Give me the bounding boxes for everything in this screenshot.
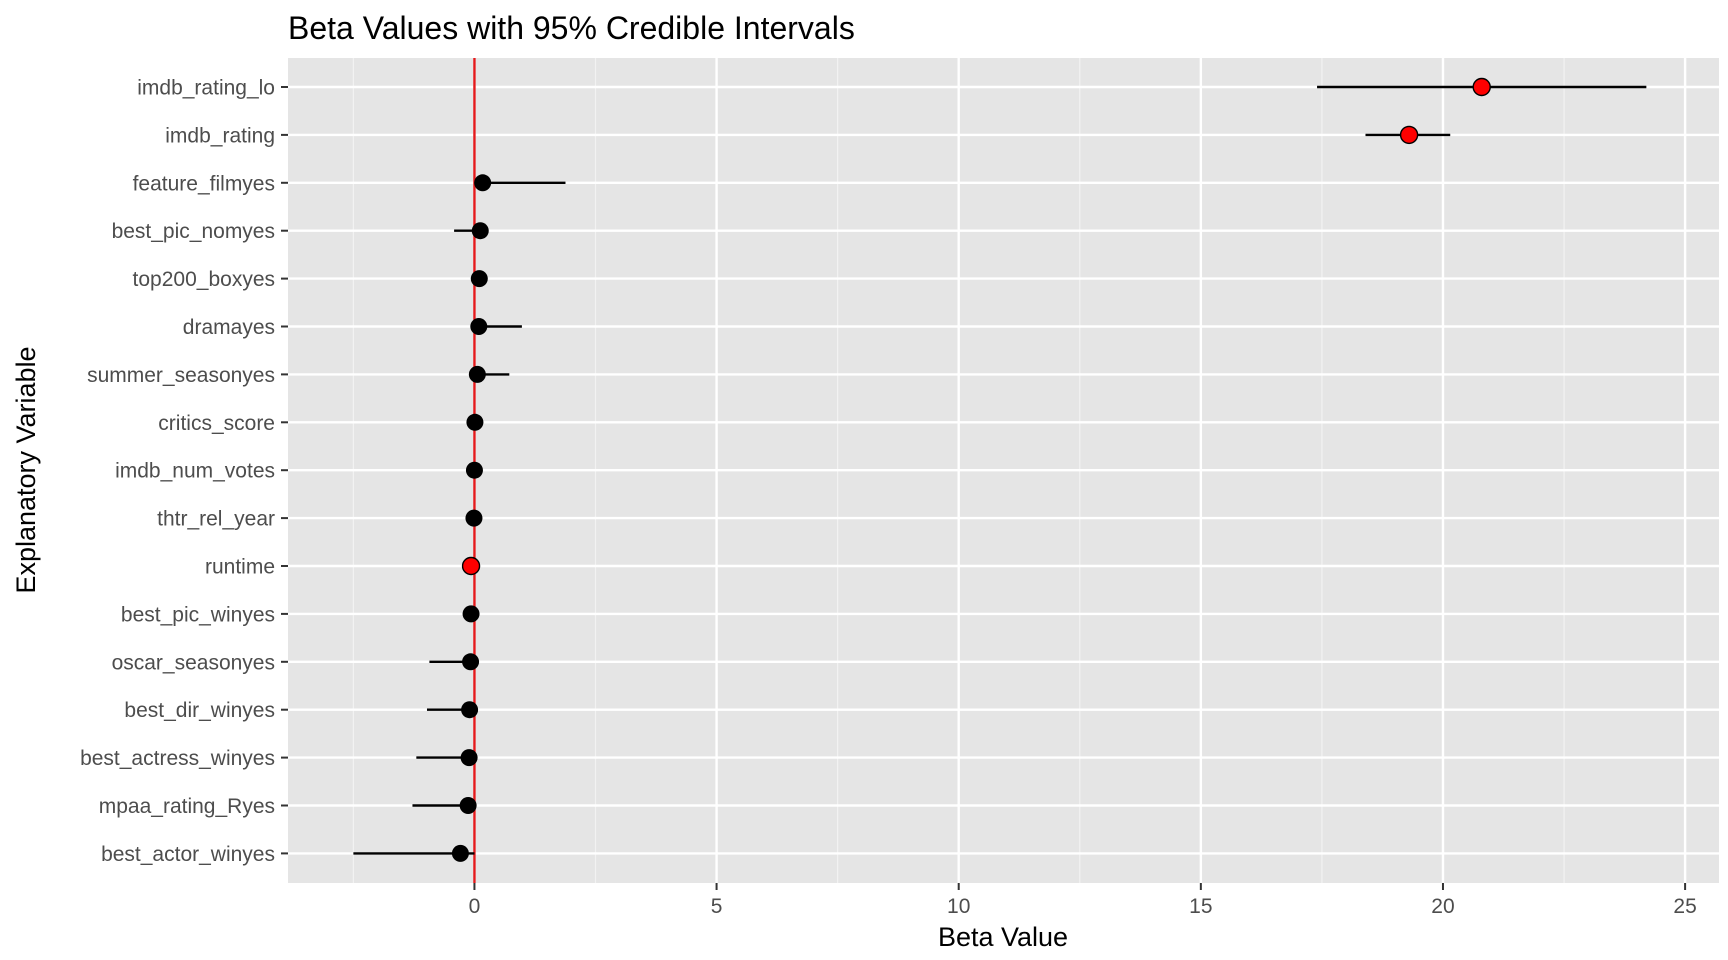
y-tick-label: dramayes	[183, 316, 275, 339]
point-feature_filmyes	[474, 174, 492, 192]
y-tick-label: best_actress_winyes	[80, 747, 275, 770]
point-imdb_num_votes	[465, 461, 483, 479]
point-best_pic_nomyes	[471, 222, 489, 240]
point-summer_seasonyes	[468, 365, 486, 383]
point-dramayes	[470, 318, 488, 335]
y-tick-label: runtime	[205, 556, 275, 579]
x-axis: 0 5 10 15 20 25	[469, 883, 1697, 918]
y-axis: imdb_rating_lo imdb_rating feature_filmyes…	[80, 77, 288, 866]
y-tick-label: best_dir_winyes	[124, 699, 275, 722]
point-imdb_rating	[1399, 125, 1419, 145]
point-top200_boxyes	[470, 270, 488, 288]
x-tick-label: 20	[1431, 895, 1454, 918]
y-tick-label: top200_boxyes	[133, 268, 275, 291]
point-best_pic_winyes	[462, 605, 480, 623]
point-mpaa_rating_Ryes	[459, 797, 477, 814]
y-tick-label: best_pic_winyes	[121, 603, 275, 626]
point-imdb_rating_lo	[1472, 77, 1491, 97]
x-tick-label: 5	[711, 895, 723, 918]
x-tick-label: 0	[469, 895, 481, 918]
y-tick-label: feature_filmyes	[133, 172, 275, 195]
point-thtr_rel_year	[465, 509, 483, 527]
point-critics_score	[466, 413, 484, 431]
y-tick-label: mpaa_rating_Ryes	[99, 795, 275, 818]
y-tick-label: oscar_seasonyes	[112, 651, 275, 674]
point-oscar_seasonyes	[462, 653, 480, 671]
point-best_dir_winyes	[461, 701, 479, 719]
y-tick-label: imdb_rating_lo	[137, 77, 275, 100]
x-tick-label: 15	[1189, 895, 1212, 918]
y-tick-label: summer_seasonyes	[87, 364, 275, 387]
y-tick-label: thtr_rel_year	[157, 508, 275, 531]
y-tick-label: critics_score	[158, 412, 275, 435]
point-best_actress_winyes	[460, 749, 478, 767]
beta-points	[451, 77, 1491, 862]
point-runtime	[461, 556, 481, 576]
y-tick-label: imdb_num_votes	[115, 460, 275, 483]
point-best_actor_winyes	[451, 844, 469, 862]
x-axis-title: Beta Value	[938, 922, 1068, 952]
y-tick-label: best_actor_winyes	[101, 843, 275, 866]
grid-major	[288, 58, 1719, 883]
y-axis-title: Explanatory Variable	[11, 346, 41, 593]
y-tick-label: imdb_rating	[165, 124, 275, 147]
chart-title: Beta Values with 95% Credible Intervals	[288, 10, 855, 46]
x-tick-label: 25	[1673, 895, 1696, 918]
x-tick-label: 10	[947, 895, 970, 918]
y-tick-label: best_pic_nomyes	[112, 220, 275, 243]
